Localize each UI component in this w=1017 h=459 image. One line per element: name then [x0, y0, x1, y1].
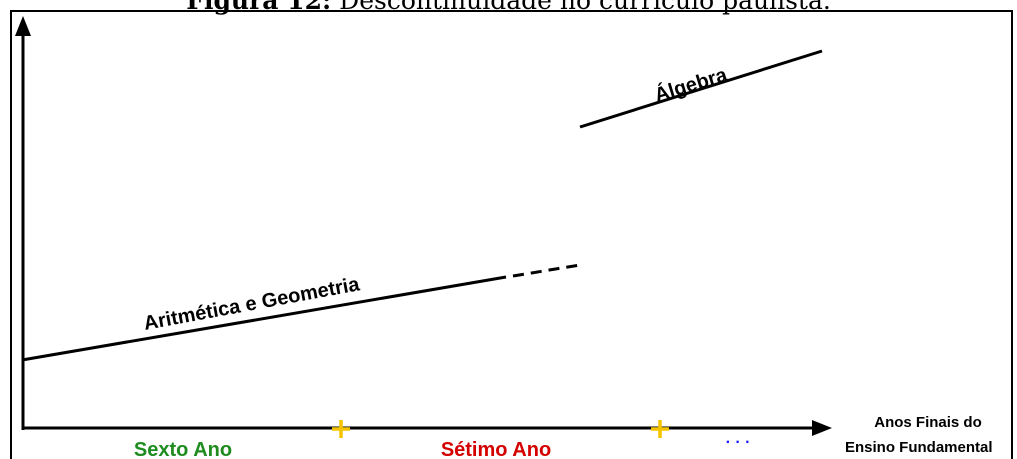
x-axis-title-line2: Ensino Fundamental: [845, 439, 993, 456]
arithmetic-geometry-dashed-line: [512, 263, 581, 278]
figure-frame: [10, 10, 1013, 459]
caption-text: Descontinuidade no currículo paulista.: [339, 0, 831, 15]
algebra-line: [579, 49, 823, 129]
caption-label: Figura 12:: [186, 0, 332, 15]
segment-label-setimo-ano: Sétimo Ano: [441, 439, 551, 459]
x-axis-arrow-icon: [812, 420, 832, 436]
arithmetic-geometry-label: Aritmética e Geometria: [142, 273, 362, 335]
y-axis-arrow-icon: [15, 16, 31, 36]
algebra-label: Álgebra: [652, 63, 731, 107]
x-axis-title-line1: Anos Finais do: [874, 414, 982, 431]
tick-marker-2: [651, 420, 669, 438]
arithmetic-geometry-line: [21, 275, 507, 362]
continuation-dots: · · ·: [726, 434, 751, 451]
tick-marker-1: [332, 420, 350, 438]
segment-label-sexto-ano: Sexto Ano: [134, 439, 232, 459]
figure-caption: Figura 12: Descontinuidade no currículo …: [0, 0, 1017, 15]
